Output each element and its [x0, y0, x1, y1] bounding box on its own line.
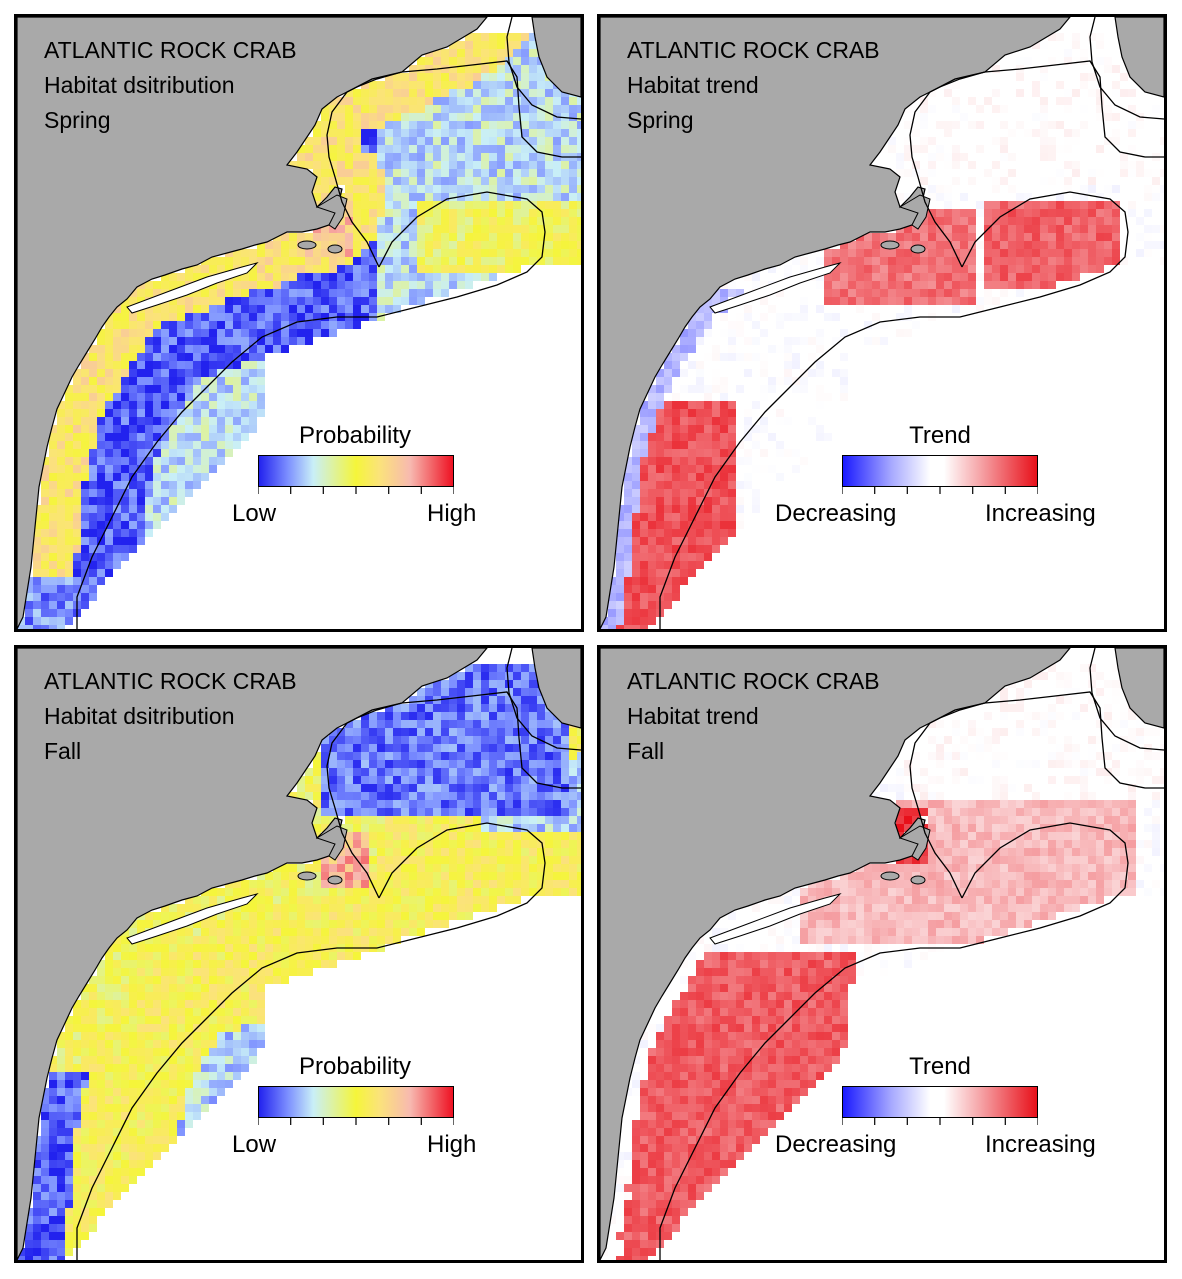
panel-titles: ATLANTIC ROCK CRAB Habitat trend Spring [627, 33, 880, 138]
long-island-sound [126, 893, 259, 945]
map-subtitle: Habitat trend [627, 703, 759, 729]
color-legend: Probability Low High [232, 1053, 487, 1163]
legend-high-label: Increasing [985, 1131, 1096, 1158]
depth-contour [909, 60, 1164, 268]
panel-titles: ATLANTIC ROCK CRAB Habitat trend Fall [627, 664, 880, 769]
habitat-heatmap [600, 33, 1164, 629]
legend-ticks [842, 487, 1038, 494]
cape-cod [315, 194, 348, 230]
panel-titles: ATLANTIC ROCK CRAB Habitat dsitribution … [44, 664, 297, 769]
land-mass-nova-scotia [531, 17, 581, 98]
habitat-map [600, 17, 1164, 629]
legend-title: Probability [298, 1053, 412, 1080]
island [880, 240, 900, 250]
long-island-sound [126, 262, 259, 314]
map-subtitle: Habitat dsitribution [44, 703, 235, 729]
color-legend: Trend Decreasing Increasing [775, 422, 1145, 532]
season-label: Spring [44, 107, 111, 133]
island [327, 875, 343, 885]
species-title: ATLANTIC ROCK CRAB [44, 37, 297, 63]
legend-low-label: Decreasing [775, 1131, 897, 1158]
depth-contour [76, 822, 546, 1260]
legend-ticks [258, 487, 454, 494]
species-title: ATLANTIC ROCK CRAB [627, 37, 880, 63]
habitat-map [17, 17, 581, 629]
depth-contour [909, 691, 1164, 899]
habitat-map [17, 648, 581, 1260]
land-mass [17, 648, 488, 1260]
depth-contour [326, 60, 581, 268]
depth-contour [506, 17, 581, 120]
legend-title: Trend [909, 422, 971, 449]
depth-contour [1089, 648, 1164, 751]
island [880, 871, 900, 881]
season-label: Fall [627, 738, 665, 764]
island [327, 244, 343, 254]
species-title: ATLANTIC ROCK CRAB [44, 668, 297, 694]
legend-color-bar [258, 455, 454, 487]
legend-high-label: Increasing [985, 500, 1096, 527]
depth-contour [659, 191, 1129, 629]
legend-color-bar [842, 455, 1038, 487]
land-mass [600, 648, 1071, 1260]
color-legend: Trend Decreasing Increasing [775, 1053, 1145, 1163]
color-legend: Probability Low High [232, 422, 487, 532]
map-panel-fall-trend: ATLANTIC ROCK CRAB Habitat trend Fall Tr… [597, 645, 1167, 1263]
legend-ticks [258, 1118, 454, 1125]
long-island-sound [709, 262, 842, 314]
legend-low-label: Low [232, 500, 277, 527]
map-panel-spring-trend: ATLANTIC ROCK CRAB Habitat trend Spring … [597, 14, 1167, 632]
island [910, 244, 926, 254]
legend-title: Probability [298, 422, 412, 449]
habitat-heatmap [600, 664, 1164, 1260]
land-mass-nova-scotia [531, 648, 581, 729]
depth-contour [1089, 17, 1164, 120]
cape-cod [898, 825, 931, 861]
long-island-sound [709, 893, 842, 945]
cape-cod [315, 825, 348, 861]
depth-contour [506, 648, 581, 751]
habitat-map [600, 648, 1164, 1260]
map-panel-fall-distribution: ATLANTIC ROCK CRAB Habitat dsitribution … [14, 645, 584, 1263]
map-subtitle: Habitat dsitribution [44, 72, 235, 98]
depth-contour [659, 822, 1129, 1260]
cape-cod [898, 194, 931, 230]
land-mass-nova-scotia [1114, 17, 1164, 98]
land-mass [600, 17, 1071, 629]
land-mass [17, 17, 488, 629]
legend-high-label: High [427, 500, 477, 527]
island [910, 875, 926, 885]
legend-high-label: High [427, 1131, 477, 1158]
depth-contour [76, 191, 546, 629]
depth-contour [326, 691, 581, 899]
species-title: ATLANTIC ROCK CRAB [627, 668, 880, 694]
map-subtitle: Habitat trend [627, 72, 759, 98]
land-mass-nova-scotia [1114, 648, 1164, 729]
legend-color-bar [842, 1086, 1038, 1118]
season-label: Spring [627, 107, 694, 133]
season-label: Fall [44, 738, 82, 764]
legend-title: Trend [909, 1053, 971, 1080]
panel-titles: ATLANTIC ROCK CRAB Habitat dsitribution … [44, 33, 297, 138]
legend-low-label: Decreasing [775, 500, 897, 527]
island [297, 240, 317, 250]
map-panel-spring-distribution: ATLANTIC ROCK CRAB Habitat dsitribution … [14, 14, 584, 632]
island [297, 871, 317, 881]
legend-ticks [842, 1118, 1038, 1125]
legend-low-label: Low [232, 1131, 277, 1158]
legend-color-bar [258, 1086, 454, 1118]
habitat-heatmap [17, 664, 581, 1260]
